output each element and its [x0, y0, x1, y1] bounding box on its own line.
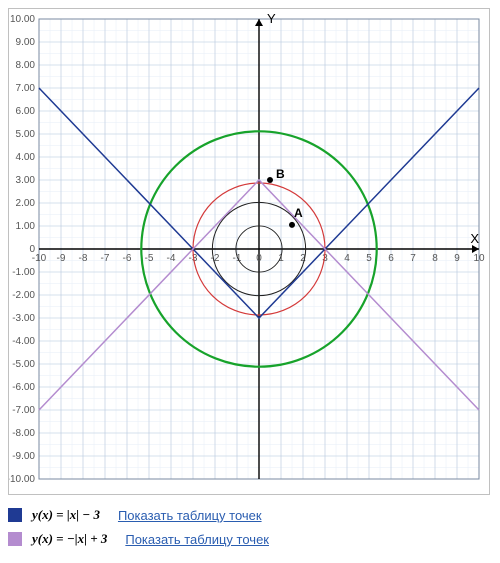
chart-svg: XY-10-9-8-7-6-5-4-3-2-1012345678910-10.0…	[9, 9, 489, 489]
svg-text:-7: -7	[101, 253, 110, 264]
svg-text:-5: -5	[145, 253, 154, 264]
svg-text:-6: -6	[123, 253, 132, 264]
svg-text:10: 10	[473, 253, 485, 264]
svg-text:-1.00: -1.00	[12, 267, 35, 278]
svg-text:8.00: 8.00	[16, 60, 36, 71]
svg-text:-7.00: -7.00	[12, 405, 35, 416]
chart-container: XY-10-9-8-7-6-5-4-3-2-1012345678910-10.0…	[8, 8, 490, 495]
svg-text:4.00: 4.00	[16, 152, 36, 163]
svg-text:7.00: 7.00	[16, 83, 36, 94]
svg-text:-3.00: -3.00	[12, 313, 35, 324]
svg-text:-8.00: -8.00	[12, 428, 35, 439]
svg-text:-9.00: -9.00	[12, 451, 35, 462]
svg-text:5.00: 5.00	[16, 129, 36, 140]
legend-formula: y(x) = −|x| + 3	[32, 531, 107, 547]
svg-text:3.00: 3.00	[16, 175, 36, 186]
svg-text:8: 8	[432, 253, 438, 264]
legend: y(x) = |x| − 3 Показать таблицу точек y(…	[8, 507, 492, 547]
svg-text:X: X	[470, 231, 479, 246]
legend-item: y(x) = −|x| + 3 Показать таблицу точек	[8, 531, 492, 547]
svg-text:Y: Y	[267, 11, 276, 26]
svg-text:2.00: 2.00	[16, 198, 36, 209]
legend-item: y(x) = |x| − 3 Показать таблицу точек	[8, 507, 492, 523]
svg-text:4: 4	[344, 253, 350, 264]
show-table-link[interactable]: Показать таблицу точек	[118, 508, 262, 523]
svg-text:5: 5	[366, 253, 372, 264]
legend-formula: y(x) = |x| − 3	[32, 507, 100, 523]
svg-text:-4: -4	[167, 253, 176, 264]
svg-text:1.00: 1.00	[16, 221, 36, 232]
svg-text:-9: -9	[57, 253, 66, 264]
svg-text:6: 6	[388, 253, 394, 264]
svg-text:-5.00: -5.00	[12, 359, 35, 370]
svg-text:6.00: 6.00	[16, 106, 36, 117]
svg-text:-6.00: -6.00	[12, 382, 35, 393]
svg-text:0: 0	[256, 253, 262, 264]
svg-text:10.00: 10.00	[10, 14, 35, 25]
svg-text:-2: -2	[211, 253, 220, 264]
svg-text:7: 7	[410, 253, 416, 264]
svg-text:-8: -8	[79, 253, 88, 264]
legend-swatch	[8, 508, 22, 522]
svg-text:-4.00: -4.00	[12, 336, 35, 347]
svg-text:9.00: 9.00	[16, 37, 36, 48]
svg-text:9: 9	[454, 253, 460, 264]
svg-text:0: 0	[29, 244, 35, 255]
svg-text:A: A	[294, 206, 303, 220]
legend-swatch	[8, 532, 22, 546]
svg-text:-10.00: -10.00	[9, 474, 35, 485]
show-table-link[interactable]: Показать таблицу точек	[125, 532, 269, 547]
svg-text:-2.00: -2.00	[12, 290, 35, 301]
svg-text:B: B	[276, 167, 285, 181]
